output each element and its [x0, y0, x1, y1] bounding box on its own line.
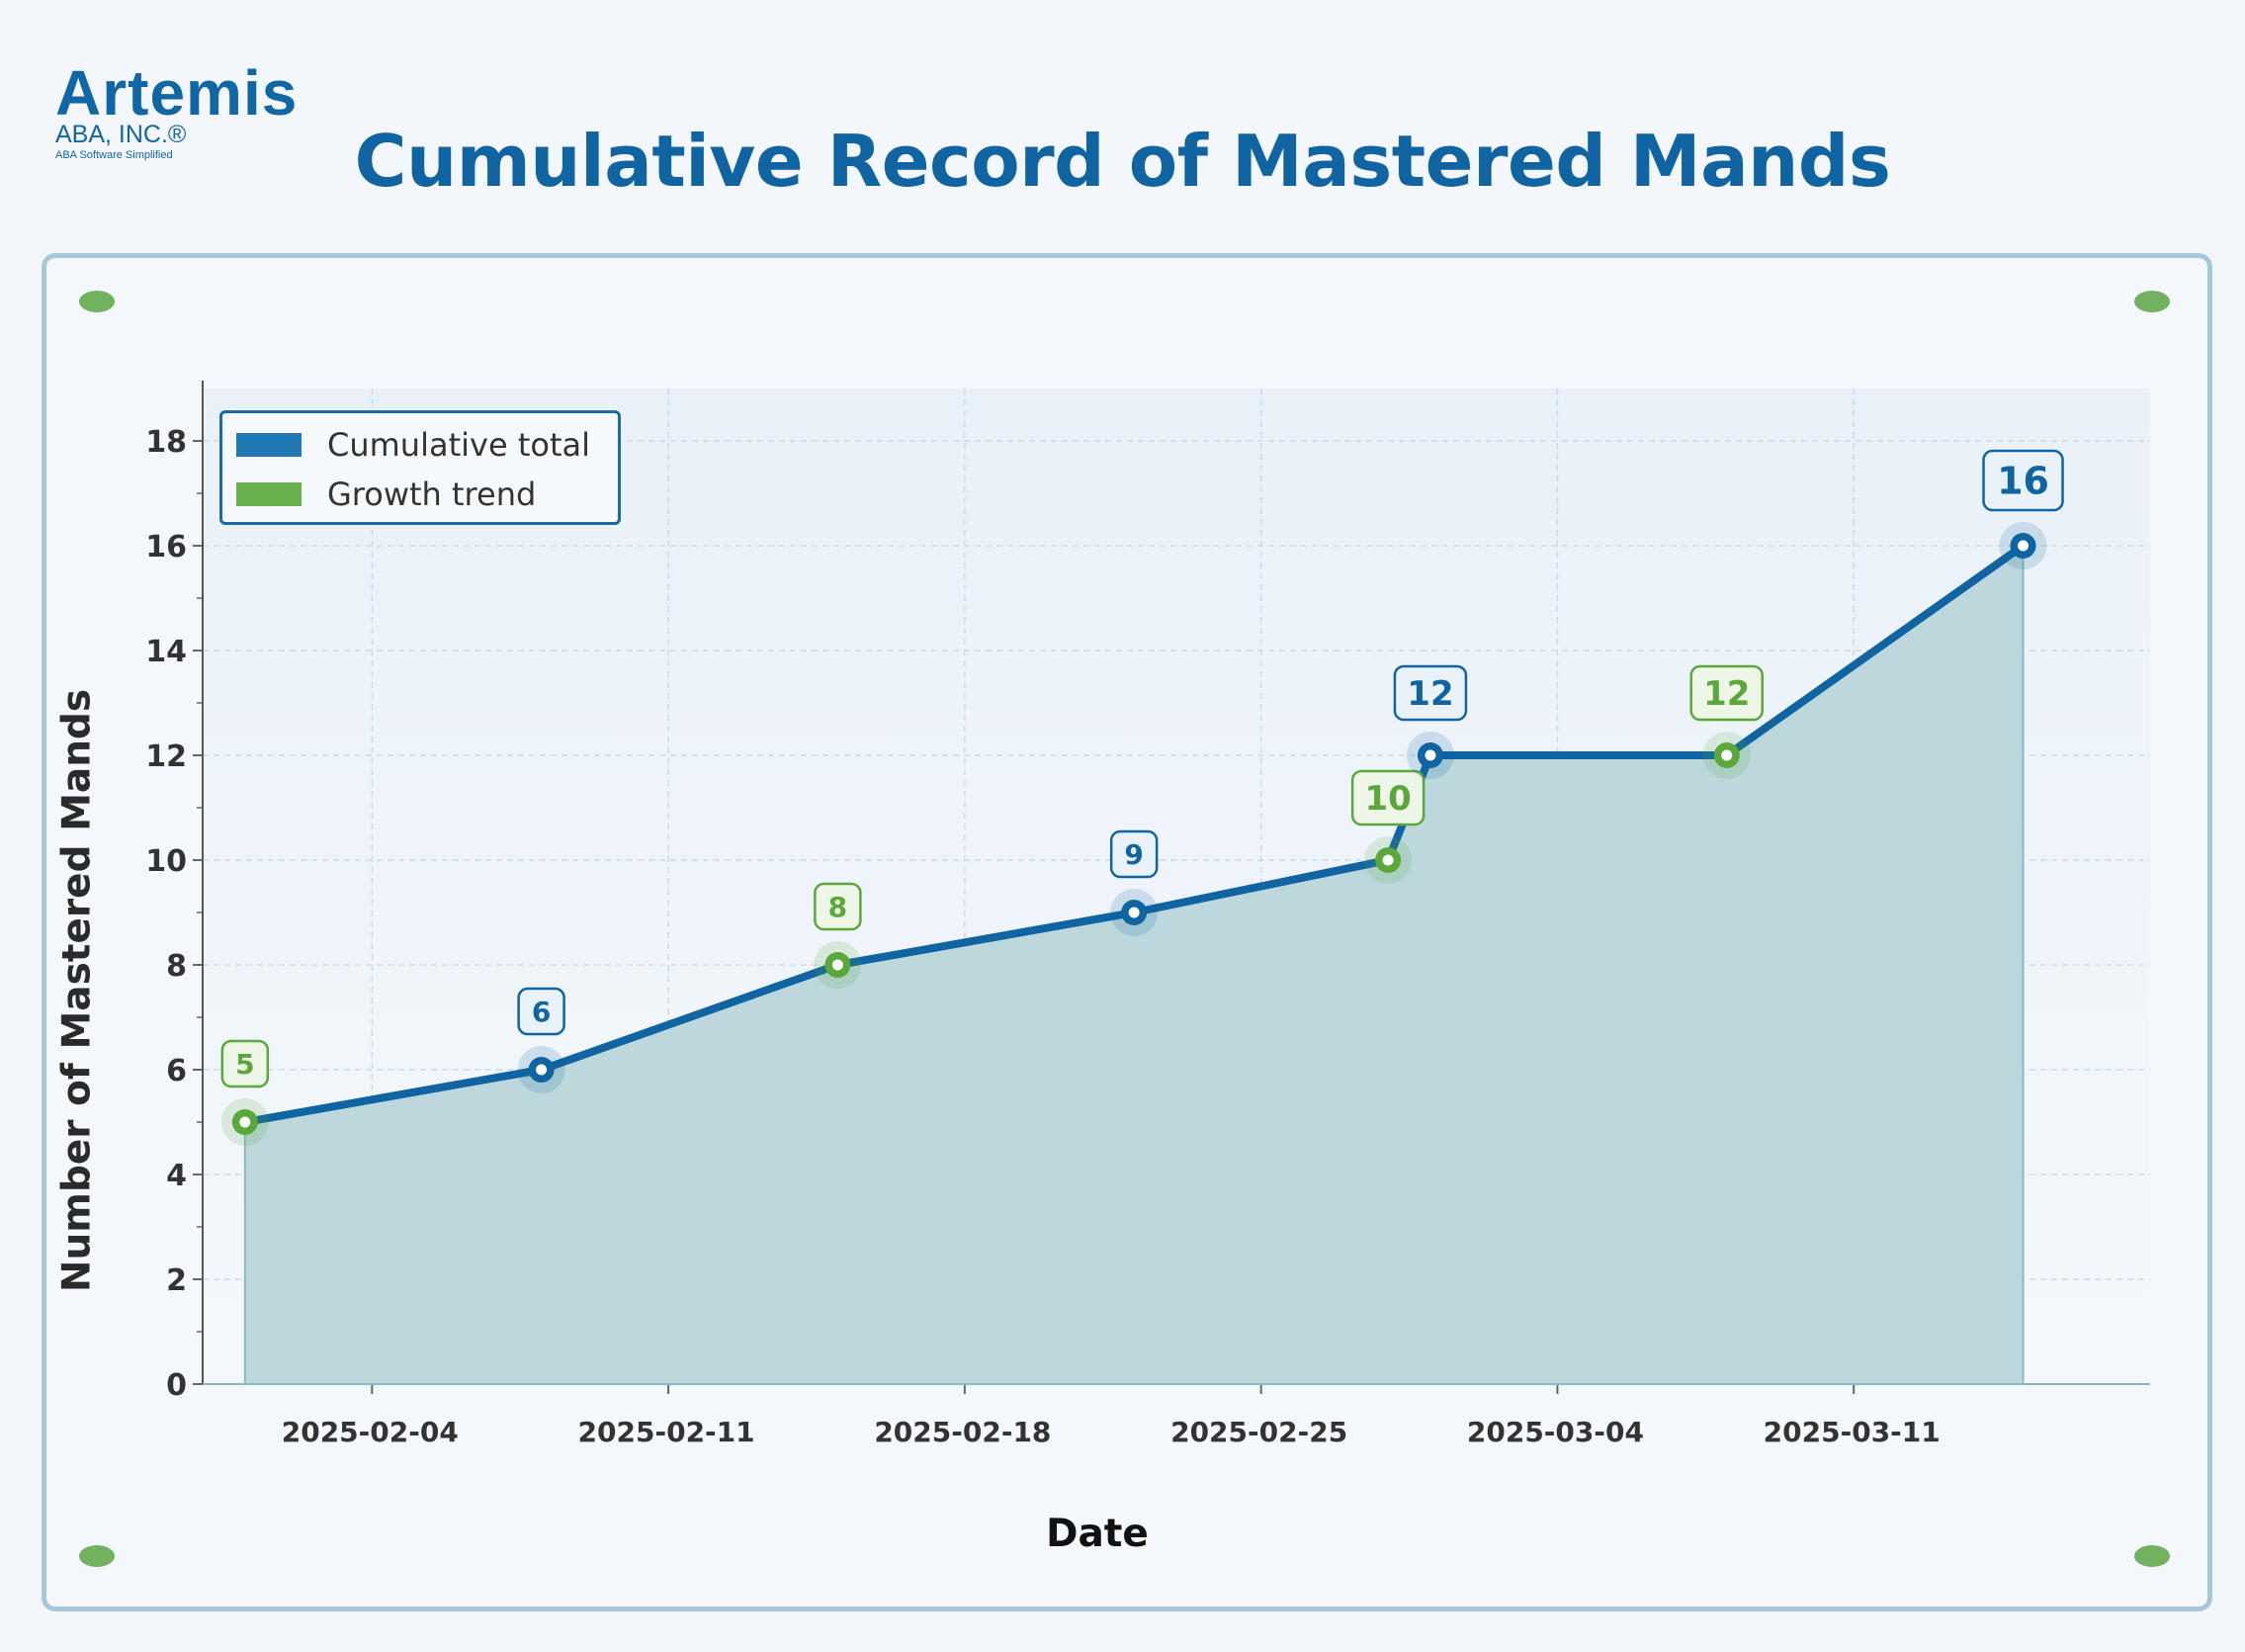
data-point-center — [239, 1116, 251, 1128]
data-label: 16 — [1997, 460, 2049, 503]
corner-dot — [2134, 1545, 2170, 1567]
data-point-center — [1128, 907, 1140, 918]
corner-dot — [79, 1545, 115, 1567]
legend-swatch-cumulative — [236, 433, 302, 457]
y-tick-label: 12 — [145, 739, 187, 774]
data-label: 12 — [1703, 674, 1750, 714]
data-label-box — [1982, 449, 2064, 512]
x-tick-label: 2025-02-25 — [1170, 1416, 1347, 1448]
x-tick-label: 2025-02-18 — [874, 1416, 1051, 1448]
logo-subtitle: ABA, INC.® — [55, 121, 187, 148]
x-tick-label: 2025-02-11 — [578, 1416, 755, 1448]
data-point-center — [831, 959, 843, 971]
data-point-center — [1721, 749, 1733, 761]
data-label-box — [1350, 769, 1425, 826]
legend-item-growth: Growth trend — [236, 475, 536, 514]
y-tick-label: 0 — [166, 1368, 187, 1403]
x-tick-label: 2025-03-04 — [1467, 1416, 1644, 1448]
data-label-box — [1393, 664, 1468, 722]
data-label: 8 — [828, 891, 847, 923]
data-label: 10 — [1364, 779, 1411, 819]
legend-swatch-growth — [236, 482, 302, 506]
corner-dot — [79, 291, 115, 312]
y-tick-label: 16 — [145, 530, 187, 565]
y-tick-label: 8 — [166, 949, 187, 984]
data-label-box — [517, 987, 565, 1036]
data-label: 5 — [235, 1048, 254, 1081]
logo-tagline: ABA Software Simplified — [55, 149, 173, 161]
x-tick-label: 2025-02-04 — [282, 1416, 459, 1448]
y-tick-label: 10 — [145, 844, 187, 879]
y-tick-label: 2 — [166, 1263, 187, 1298]
x-axis-label: Date — [1046, 1512, 1149, 1556]
legend-item-cumulative: Cumulative total — [236, 425, 590, 465]
data-point-center — [1382, 854, 1394, 866]
data-point-center — [2018, 540, 2029, 552]
data-label-box — [1689, 664, 1764, 722]
artemis-logo: Artemis ABA, INC.® ABA Software Simplifi… — [55, 57, 322, 166]
data-point-center — [1425, 749, 1436, 761]
data-label: 12 — [1407, 674, 1453, 714]
legend-label-growth: Growth trend — [327, 476, 537, 513]
y-tick-label: 4 — [166, 1159, 187, 1193]
data-point-center — [536, 1064, 548, 1076]
chart-legend: Cumulative total Growth trend — [219, 410, 621, 525]
data-label: 6 — [532, 996, 551, 1028]
chart-title: Cumulative Record of Mastered Mands — [354, 120, 1891, 203]
y-tick-label: 14 — [145, 635, 187, 669]
data-label-box — [1109, 829, 1159, 879]
data-label-box — [220, 1039, 270, 1088]
y-tick-label: 18 — [145, 425, 187, 460]
y-tick-label: 6 — [166, 1054, 187, 1088]
data-label-box — [814, 882, 862, 931]
y-axis-label: Number of Mastered Mands — [54, 688, 100, 1293]
cumulative-line — [240, 542, 2028, 1126]
logo-wordmark: Artemis — [55, 57, 299, 129]
x-tick-label: 2025-03-11 — [1764, 1416, 1941, 1448]
data-label: 9 — [1124, 838, 1143, 871]
legend-label-cumulative: Cumulative total — [327, 426, 590, 464]
corner-dot — [2134, 291, 2170, 312]
